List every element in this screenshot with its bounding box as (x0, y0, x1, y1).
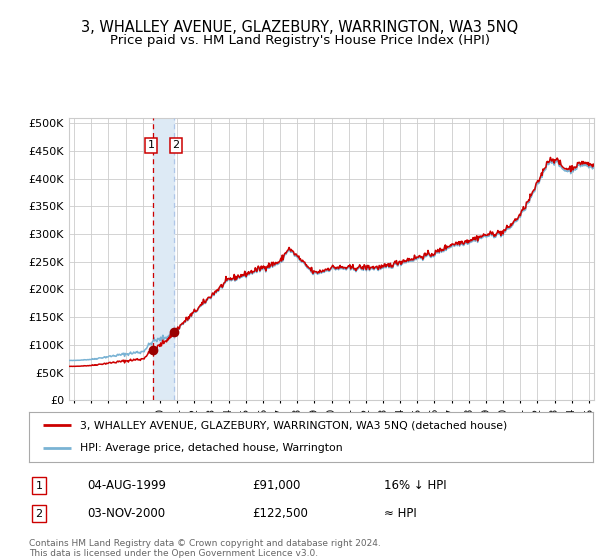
Text: £122,500: £122,500 (252, 507, 308, 520)
Text: 1: 1 (148, 141, 155, 150)
Text: 03-NOV-2000: 03-NOV-2000 (87, 507, 165, 520)
Text: HPI: Average price, detached house, Warrington: HPI: Average price, detached house, Warr… (80, 444, 342, 454)
Text: 2: 2 (35, 508, 43, 519)
Text: ≈ HPI: ≈ HPI (384, 507, 417, 520)
Text: 2: 2 (172, 141, 179, 150)
Text: 3, WHALLEY AVENUE, GLAZEBURY, WARRINGTON, WA3 5NQ: 3, WHALLEY AVENUE, GLAZEBURY, WARRINGTON… (82, 20, 518, 35)
Bar (153, 118, 175, 400)
Text: 16% ↓ HPI: 16% ↓ HPI (384, 479, 446, 492)
Text: Price paid vs. HM Land Registry's House Price Index (HPI): Price paid vs. HM Land Registry's House … (110, 34, 490, 46)
Text: 1: 1 (35, 480, 43, 491)
Text: 04-AUG-1999: 04-AUG-1999 (87, 479, 166, 492)
Text: Contains HM Land Registry data © Crown copyright and database right 2024.
This d: Contains HM Land Registry data © Crown c… (29, 539, 380, 558)
Text: 3, WHALLEY AVENUE, GLAZEBURY, WARRINGTON, WA3 5NQ (detached house): 3, WHALLEY AVENUE, GLAZEBURY, WARRINGTON… (80, 420, 507, 430)
Text: £91,000: £91,000 (252, 479, 301, 492)
